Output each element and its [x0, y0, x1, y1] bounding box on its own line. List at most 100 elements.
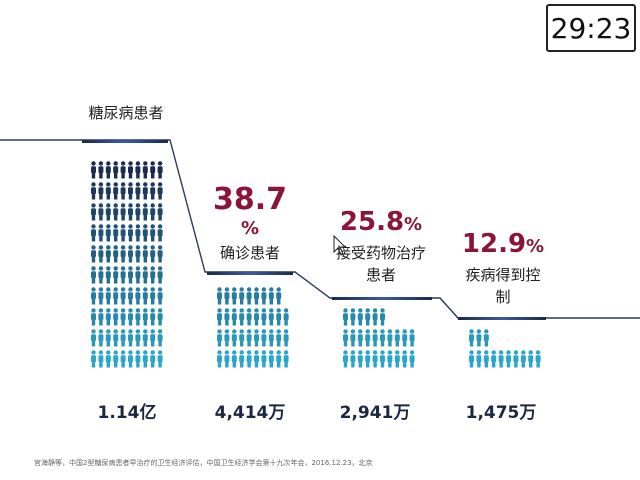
- people-icon-grid-3: [340, 308, 416, 372]
- description-3: 接受药物治疗 患者: [335, 244, 426, 284]
- person-icon: [491, 350, 497, 368]
- person-icon: [402, 329, 408, 347]
- people-icons-1: [91, 161, 163, 368]
- person-icon: [98, 203, 104, 221]
- person-icon: [91, 329, 96, 347]
- person-icon: [372, 329, 378, 347]
- person-icon: [350, 329, 356, 347]
- person-icon: [98, 161, 104, 179]
- person-icon: [105, 161, 111, 179]
- person-icon: [261, 287, 267, 305]
- person-icon: [150, 224, 156, 242]
- person-icon: [506, 350, 511, 368]
- person-icon: [268, 308, 274, 326]
- person-icon: [142, 266, 148, 284]
- person-icon: [150, 245, 156, 263]
- person-icon: [535, 350, 541, 368]
- person-icon: [135, 203, 141, 221]
- person-icon: [268, 350, 274, 368]
- source-citation: 官海静等，中国2型糖尿病患者早治疗的卫生经济评估，中国卫生经济学会第十九次年会，…: [34, 459, 373, 467]
- person-icon: [469, 329, 474, 347]
- people-icons-4: [469, 329, 541, 368]
- person-icon: [483, 329, 489, 347]
- person-icon: [120, 224, 126, 242]
- description-2: 确诊患者: [219, 244, 280, 262]
- person-icon: [283, 350, 289, 368]
- person-icon: [239, 329, 245, 347]
- person-icon: [128, 329, 133, 347]
- person-icon: [157, 161, 163, 179]
- person-icon: [150, 350, 156, 368]
- percent-2: 38.7: [205, 182, 295, 218]
- person-icon: [343, 329, 348, 347]
- person-icon: [224, 287, 230, 305]
- person-icon: [113, 224, 119, 242]
- person-icon: [142, 329, 148, 347]
- person-icon: [387, 350, 393, 368]
- person-icon: [350, 350, 356, 368]
- person-icon: [113, 350, 119, 368]
- person-icon: [120, 203, 126, 221]
- person-icon: [365, 350, 371, 368]
- person-icon: [120, 161, 126, 179]
- person-icon: [283, 308, 289, 326]
- person-icon: [105, 308, 111, 326]
- person-icon: [246, 308, 252, 326]
- person-icon: [365, 308, 371, 326]
- person-icon: [231, 350, 237, 368]
- person-icon: [128, 203, 133, 221]
- person-icon: [261, 329, 267, 347]
- person-icon: [142, 203, 148, 221]
- person-icon: [135, 350, 141, 368]
- person-icon: [343, 350, 348, 368]
- person-icon: [135, 287, 141, 305]
- person-icon: [150, 203, 156, 221]
- category-label-diabetes: 糖尿病患者: [80, 99, 172, 127]
- total-4: 1,475万: [465, 403, 537, 423]
- total-2: 4,414万: [214, 403, 286, 423]
- person-icon: [483, 350, 489, 368]
- person-icon: [394, 329, 400, 347]
- person-icon: [276, 350, 282, 368]
- person-icon: [268, 287, 274, 305]
- person-icon: [105, 266, 111, 284]
- percent-3: 25.8%: [326, 206, 436, 241]
- percent-3-value: 25.8: [339, 207, 405, 237]
- person-icon: [231, 329, 237, 347]
- person-icon: [120, 245, 126, 263]
- person-icon: [217, 329, 222, 347]
- person-icon: [128, 182, 133, 200]
- person-icon: [217, 287, 222, 305]
- person-icon: [150, 161, 156, 179]
- person-icon: [254, 329, 259, 347]
- person-icon: [128, 161, 133, 179]
- person-icon: [142, 224, 148, 242]
- percent-4-value: 12.9: [461, 229, 527, 259]
- person-icon: [105, 224, 111, 242]
- person-icon: [224, 350, 230, 368]
- person-icon: [254, 350, 259, 368]
- person-icon: [98, 224, 104, 242]
- person-icon: [268, 329, 274, 347]
- person-icon: [254, 287, 259, 305]
- person-icon: [113, 308, 119, 326]
- person-icon: [409, 350, 415, 368]
- column-bar-3: [332, 297, 432, 300]
- person-icon: [142, 182, 148, 200]
- person-icon: [91, 203, 96, 221]
- person-icon: [528, 350, 534, 368]
- person-icon: [520, 350, 526, 368]
- person-icon: [91, 350, 96, 368]
- person-icon: [157, 245, 163, 263]
- person-icon: [254, 308, 259, 326]
- person-icon: [224, 329, 230, 347]
- person-icon: [150, 329, 156, 347]
- person-icon: [394, 350, 400, 368]
- person-icon: [372, 308, 378, 326]
- person-icon: [135, 182, 141, 200]
- person-icon: [91, 266, 96, 284]
- person-icon: [357, 329, 363, 347]
- person-icon: [372, 350, 378, 368]
- person-icon: [157, 308, 163, 326]
- person-icon: [113, 161, 119, 179]
